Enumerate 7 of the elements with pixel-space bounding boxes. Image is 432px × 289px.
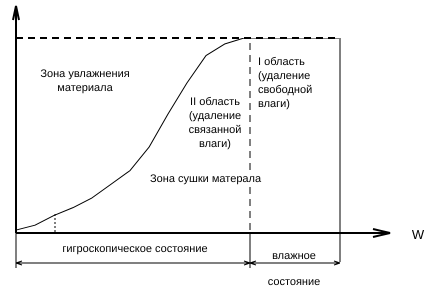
text: влажное состояние bbox=[268, 250, 320, 288]
annotation: II область (удаление связанной влаги) bbox=[188, 95, 242, 151]
annotation: Зона сушки матерала bbox=[148, 172, 264, 186]
text: гигроскопическое состояние bbox=[61, 242, 209, 256]
text: W bbox=[410, 227, 426, 242]
annotation: Зона увлажнения материала bbox=[39, 67, 131, 95]
annotation: I область (удаление свободной влаги) bbox=[258, 55, 314, 111]
